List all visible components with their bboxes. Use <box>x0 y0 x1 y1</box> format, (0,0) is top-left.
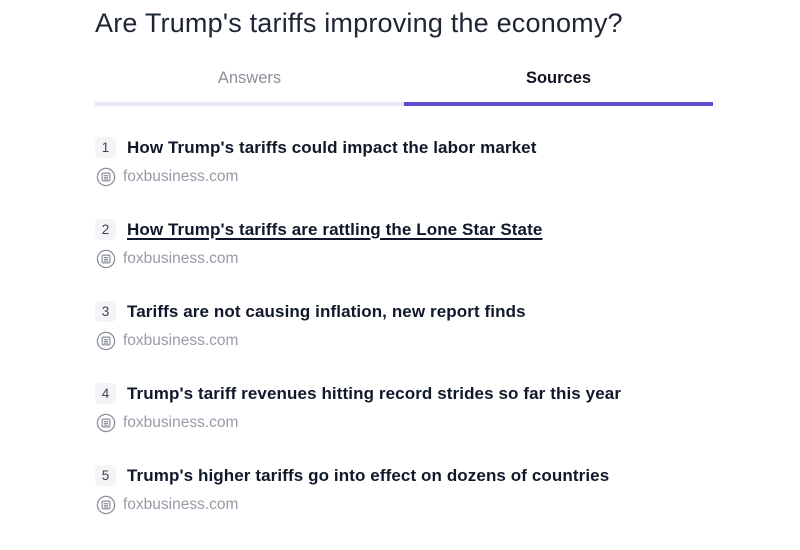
tab-bar: Answers Sources <box>95 69 713 106</box>
article-icon <box>96 413 116 433</box>
source-title-link[interactable]: How Trump's tariffs are rattling the Lon… <box>127 219 543 239</box>
article-icon <box>96 167 116 187</box>
page: Are Trump's tariffs improving the econom… <box>95 8 800 515</box>
source-domain: foxbusiness.com <box>123 168 239 185</box>
source-title-row: 4 Trump's tariff revenues hitting record… <box>95 383 800 404</box>
source-domain: foxbusiness.com <box>123 250 239 267</box>
source-title-link[interactable]: How Trump's tariffs could impact the lab… <box>127 137 537 157</box>
page-title: Are Trump's tariffs improving the econom… <box>95 8 623 38</box>
source-title-link[interactable]: Trump's tariff revenues hitting record s… <box>127 383 622 403</box>
source-index-badge: 3 <box>95 301 116 322</box>
source-domain: foxbusiness.com <box>123 496 239 513</box>
source-domain-row: foxbusiness.com <box>96 413 800 433</box>
article-icon <box>96 495 116 515</box>
source-item: 2 How Trump's tariffs are rattling the L… <box>95 219 800 269</box>
tab-sources[interactable]: Sources <box>404 69 713 106</box>
source-index-badge: 2 <box>95 219 116 240</box>
source-domain-row: foxbusiness.com <box>96 249 800 269</box>
source-index-badge: 1 <box>95 137 116 158</box>
source-item: 4 Trump's tariff revenues hitting record… <box>95 383 800 433</box>
source-item: 5 Trump's higher tariffs go into effect … <box>95 465 800 515</box>
source-domain: foxbusiness.com <box>123 332 239 349</box>
source-title-link[interactable]: Tariffs are not causing inflation, new r… <box>127 301 526 321</box>
source-title-row: 1 How Trump's tariffs could impact the l… <box>95 137 800 158</box>
source-index-badge: 5 <box>95 465 116 486</box>
source-title-row: 3 Tariffs are not causing inflation, new… <box>95 301 800 322</box>
article-icon <box>96 249 116 269</box>
source-domain: foxbusiness.com <box>123 414 239 431</box>
source-item: 3 Tariffs are not causing inflation, new… <box>95 301 800 351</box>
article-icon <box>96 331 116 351</box>
source-domain-row: foxbusiness.com <box>96 495 800 515</box>
source-index-badge: 4 <box>95 383 116 404</box>
sources-list: 1 How Trump's tariffs could impact the l… <box>95 137 800 515</box>
source-title-link[interactable]: Trump's higher tariffs go into effect on… <box>127 465 610 485</box>
source-domain-row: foxbusiness.com <box>96 331 800 351</box>
source-title-row: 2 How Trump's tariffs are rattling the L… <box>95 219 800 240</box>
source-title-row: 5 Trump's higher tariffs go into effect … <box>95 465 800 486</box>
source-domain-row: foxbusiness.com <box>96 167 800 187</box>
source-item: 1 How Trump's tariffs could impact the l… <box>95 137 800 187</box>
tab-answers[interactable]: Answers <box>95 69 404 106</box>
